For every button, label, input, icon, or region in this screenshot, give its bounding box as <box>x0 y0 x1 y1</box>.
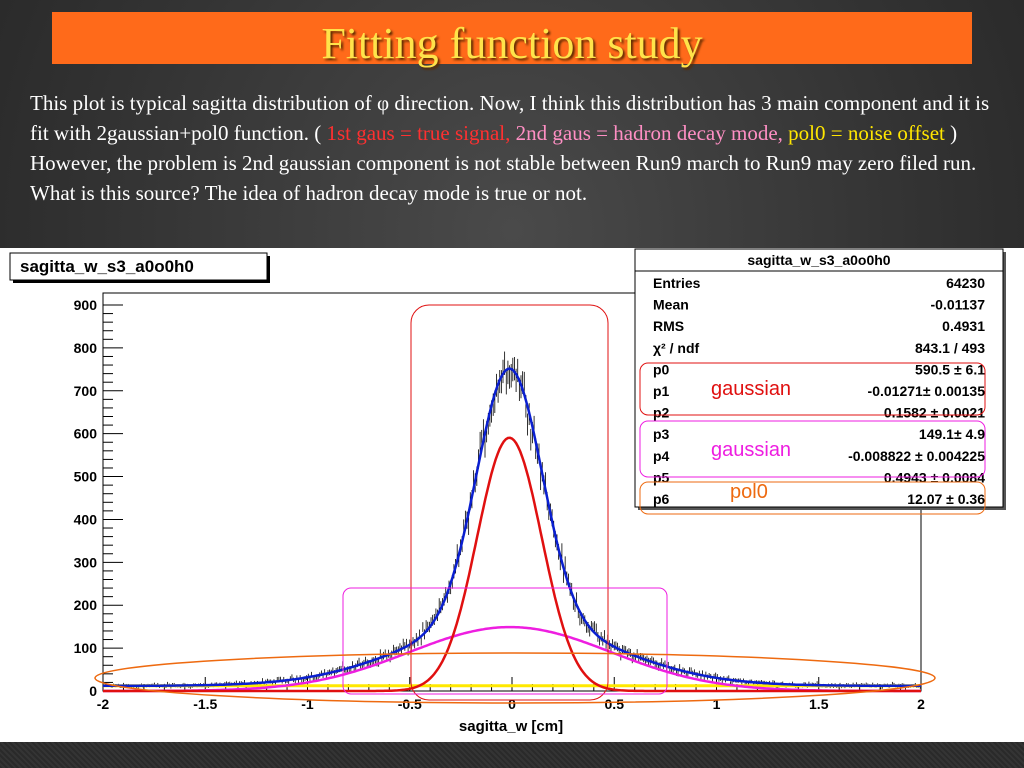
stats-pol0-box <box>639 481 986 515</box>
hist-name-box <box>9 252 268 281</box>
stats-value: -0.008822 ± 0.004225 <box>848 448 985 464</box>
bottom-strip <box>0 742 1024 768</box>
stats-label: p3 <box>653 426 670 442</box>
stats-gaus1-box <box>639 362 986 416</box>
stats-value: 590.5 ± 6.1 <box>915 361 985 377</box>
pol0-annotation-ellipse <box>94 652 936 704</box>
stats-value: 64230 <box>946 275 985 291</box>
gaus1-curve <box>103 436 921 693</box>
gaussian1-label: gaussian <box>711 378 791 400</box>
desc-yellow-text: pol0 = noise offset <box>782 121 945 145</box>
total-fit-curve <box>103 367 921 688</box>
pol0-label: pol0 <box>730 481 768 503</box>
desc-text-2: ) However, the problem is 2nd gaussian c… <box>30 121 977 205</box>
stats-label: p0 <box>653 361 670 377</box>
x-tick-label: 0 <box>508 696 516 712</box>
stats-label: Mean <box>653 297 689 313</box>
gaus2-annotation-box <box>342 587 668 695</box>
stats-label: p2 <box>653 405 670 421</box>
stats-gaus2-box <box>639 420 986 478</box>
gaussian2-label-bg <box>707 434 807 462</box>
gaus1-annotation-box <box>410 304 609 701</box>
desc-pink-text: 2nd gaus = hadron decay mode, <box>510 121 783 145</box>
stats-value: 149.1± 4.9 <box>919 426 985 442</box>
slide-description: This plot is typical sagitta distributio… <box>30 88 1005 208</box>
plot-panel: sagitta_w_s3_a0o0h0 0 100 200 300 400 500 600 7… <box>0 248 1024 742</box>
y-tick-label: 600 <box>74 426 98 442</box>
stats-box <box>634 248 1004 508</box>
y-tick-label: 200 <box>74 597 98 613</box>
stats-label: p4 <box>653 448 670 464</box>
stats-value: 12.07 ± 0.36 <box>907 491 985 507</box>
x-axis-label: sagitta_w [cm] <box>459 718 563 735</box>
stats-value: 0.4931 <box>942 318 985 334</box>
x-tick-label: -2 <box>97 696 110 712</box>
x-tick-label: 0.5 <box>605 696 625 712</box>
stats-title: sagitta_w_s3_a0o0h0 <box>747 252 890 268</box>
stats-value: 843.1 / 493 <box>915 340 985 356</box>
histogram-chart: sagitta_w_s3_a0o0h0 0 100 200 300 400 500 600 7… <box>9 248 1006 735</box>
stats-label: RMS <box>653 318 684 334</box>
gaussian2-label: gaussian <box>711 439 791 461</box>
stats-label: χ² / ndf <box>653 340 699 356</box>
x-tick-label: 1 <box>713 696 721 712</box>
stats-value: -0.01271± 0.00135 <box>868 383 986 399</box>
stats-label: Entries <box>653 275 701 291</box>
gaus2-curve <box>103 625 921 693</box>
title-bar: Fitting function study <box>52 12 972 68</box>
x-tick-label: 1.5 <box>809 696 829 712</box>
desc-red-text: 1st gaus = true signal, <box>321 121 511 145</box>
y-tick-label: 500 <box>74 469 98 485</box>
gaussian1-label-bg <box>707 374 807 402</box>
x-tick-label: -1.5 <box>193 696 217 712</box>
stats-label: p1 <box>653 383 670 399</box>
x-tick-label: -0.5 <box>398 696 422 712</box>
slide-title: Fitting function study <box>321 19 703 68</box>
x-tick-label: -1 <box>301 696 314 712</box>
y-tick-label: 400 <box>74 511 98 527</box>
x-tick-label: 2 <box>917 696 925 712</box>
y-tick-label: 300 <box>74 554 98 570</box>
y-tick-label: 700 <box>74 383 98 399</box>
desc-text-1: This plot is typical sagitta distributio… <box>30 91 990 145</box>
y-tick-label: 800 <box>74 340 98 356</box>
stats-label: p6 <box>653 491 670 507</box>
stats-value: 0.1582 ± 0.0021 <box>884 405 985 421</box>
hist-name: sagitta_w_s3_a0o0h0 <box>20 257 194 276</box>
y-tick-label: 900 <box>74 297 98 313</box>
y-tick-label: 100 <box>74 640 98 656</box>
stats-value: -0.01137 <box>931 297 986 313</box>
y-tick-label: 0 <box>89 683 97 699</box>
